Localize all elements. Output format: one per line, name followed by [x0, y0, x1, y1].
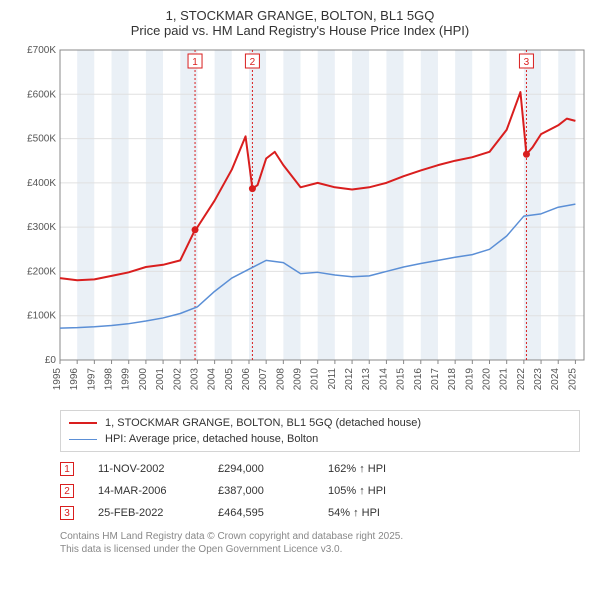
svg-text:2004: 2004	[207, 368, 218, 391]
svg-text:2013: 2013	[361, 368, 372, 391]
sale-date-1: 11-NOV-2002	[98, 463, 218, 475]
svg-text:2012: 2012	[344, 368, 355, 391]
sale-row-2: 2 14-MAR-2006 £387,000 105% ↑ HPI	[60, 480, 580, 502]
svg-text:2021: 2021	[499, 368, 510, 391]
sale-delta-2: 105% ↑ HPI	[328, 485, 448, 497]
svg-text:2011: 2011	[327, 368, 338, 390]
svg-text:2009: 2009	[293, 368, 304, 391]
svg-text:2008: 2008	[275, 368, 286, 391]
svg-text:2020: 2020	[482, 368, 493, 391]
legend-item-red: 1, STOCKMAR GRANGE, BOLTON, BL1 5GQ (det…	[69, 415, 571, 431]
chart-container: 1, STOCKMAR GRANGE, BOLTON, BL1 5GQ Pric…	[0, 0, 600, 590]
svg-text:2017: 2017	[430, 368, 441, 391]
svg-text:2010: 2010	[310, 368, 321, 391]
sale-delta-1: 162% ↑ HPI	[328, 463, 448, 475]
svg-text:2023: 2023	[533, 368, 544, 391]
legend-swatch-blue	[69, 439, 97, 440]
legend-label-red: 1, STOCKMAR GRANGE, BOLTON, BL1 5GQ (det…	[105, 417, 421, 429]
svg-text:2007: 2007	[258, 368, 269, 391]
copyright-line2: This data is licensed under the Open Gov…	[60, 543, 588, 556]
svg-text:2025: 2025	[567, 368, 578, 391]
sale-marker-1: 1	[60, 462, 74, 476]
svg-text:2001: 2001	[155, 368, 166, 391]
svg-text:2: 2	[250, 57, 256, 68]
legend-swatch-red	[69, 422, 97, 424]
svg-text:2018: 2018	[447, 368, 458, 391]
svg-text:1995: 1995	[52, 368, 63, 391]
svg-text:£200K: £200K	[27, 266, 56, 277]
svg-text:2005: 2005	[224, 368, 235, 391]
title-line2: Price paid vs. HM Land Registry's House …	[12, 23, 588, 38]
svg-text:2006: 2006	[241, 368, 252, 391]
svg-text:1: 1	[192, 57, 198, 68]
legend-label-blue: HPI: Average price, detached house, Bolt…	[105, 433, 318, 445]
svg-text:2015: 2015	[396, 368, 407, 391]
svg-text:£400K: £400K	[27, 178, 56, 189]
sale-price-3: £464,595	[218, 507, 328, 519]
svg-text:2019: 2019	[464, 368, 475, 391]
copyright-line1: Contains HM Land Registry data © Crown c…	[60, 530, 588, 543]
svg-text:£700K: £700K	[27, 45, 56, 56]
sale-row-3: 3 25-FEB-2022 £464,595 54% ↑ HPI	[60, 502, 580, 524]
svg-text:£500K: £500K	[27, 134, 56, 145]
chart-svg: £0 £100K £200K £300K £400K £500K £600K £700K 1 2 3…	[12, 42, 588, 402]
sale-row-1: 1 11-NOV-2002 £294,000 162% ↑ HPI	[60, 458, 580, 480]
svg-text:1996: 1996	[69, 368, 80, 391]
svg-text:£100K: £100K	[27, 311, 56, 322]
sale-date-2: 14-MAR-2006	[98, 485, 218, 497]
svg-text:2024: 2024	[550, 368, 561, 391]
svg-text:2003: 2003	[189, 368, 200, 391]
svg-text:2002: 2002	[172, 368, 183, 391]
sale-price-2: £387,000	[218, 485, 328, 497]
svg-text:1998: 1998	[104, 368, 115, 391]
svg-text:£600K: £600K	[27, 89, 56, 100]
title-line1: 1, STOCKMAR GRANGE, BOLTON, BL1 5GQ	[12, 8, 588, 23]
svg-text:2000: 2000	[138, 368, 149, 391]
title-block: 1, STOCKMAR GRANGE, BOLTON, BL1 5GQ Pric…	[12, 8, 588, 38]
svg-text:2022: 2022	[516, 368, 527, 391]
sale-marker-2: 2	[60, 484, 74, 498]
svg-text:3: 3	[524, 57, 530, 68]
svg-text:£300K: £300K	[27, 222, 56, 233]
svg-text:2014: 2014	[378, 368, 389, 391]
svg-text:£0: £0	[45, 355, 57, 366]
sale-price-1: £294,000	[218, 463, 328, 475]
legend-item-blue: HPI: Average price, detached house, Bolt…	[69, 431, 571, 447]
sale-delta-3: 54% ↑ HPI	[328, 507, 448, 519]
sale-table: 1 11-NOV-2002 £294,000 162% ↑ HPI 2 14-M…	[60, 458, 580, 524]
sale-date-3: 25-FEB-2022	[98, 507, 218, 519]
svg-text:2016: 2016	[413, 368, 424, 391]
sale-marker-3: 3	[60, 506, 74, 520]
svg-text:1997: 1997	[86, 368, 97, 391]
svg-text:1999: 1999	[121, 368, 132, 391]
copyright: Contains HM Land Registry data © Crown c…	[60, 530, 588, 556]
legend: 1, STOCKMAR GRANGE, BOLTON, BL1 5GQ (det…	[60, 410, 580, 452]
chart: £0 £100K £200K £300K £400K £500K £600K £700K 1 2 3…	[12, 42, 588, 402]
